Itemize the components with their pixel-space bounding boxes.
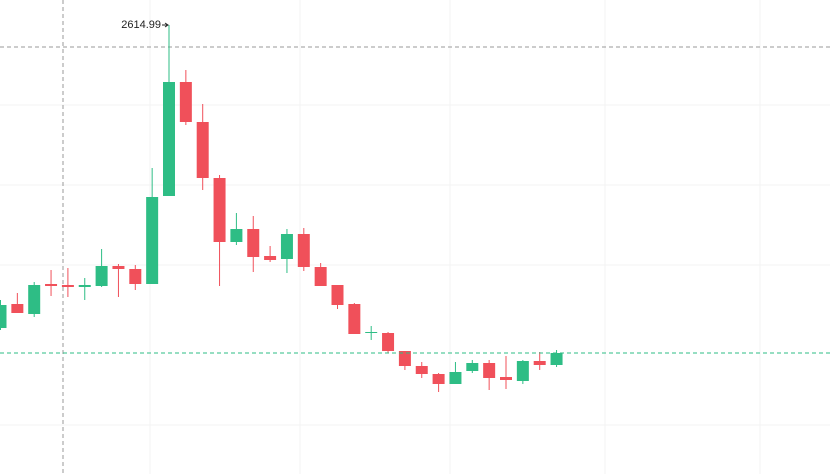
- candle-body: [382, 333, 395, 351]
- candle-body: [348, 304, 361, 334]
- candle-body: [264, 256, 277, 260]
- candles: [0, 25, 563, 392]
- candle-body: [550, 353, 563, 365]
- high-arrow-head: [164, 22, 169, 28]
- candle-body: [449, 372, 462, 384]
- candle-body: [533, 361, 546, 365]
- candle-body: [129, 269, 142, 284]
- candle-body: [297, 234, 310, 267]
- candle-body: [365, 332, 378, 333]
- candle-body: [179, 82, 192, 122]
- candle-body: [61, 285, 74, 287]
- candle-body: [432, 374, 445, 384]
- candle-body: [213, 178, 226, 242]
- candle-body: [331, 285, 344, 305]
- candle-body: [146, 197, 159, 284]
- candle-body: [500, 377, 512, 380]
- candle-body: [112, 266, 125, 269]
- candle-body: [45, 284, 58, 286]
- candle-body: [11, 304, 24, 313]
- candle-body: [196, 122, 209, 178]
- candle-body: [28, 285, 41, 314]
- candle-body: [0, 305, 7, 328]
- candle-body: [230, 229, 243, 242]
- candle-body: [163, 82, 175, 196]
- candle-body: [398, 351, 411, 366]
- candle-body: [314, 267, 327, 286]
- candle-body: [483, 363, 496, 378]
- candle-body: [78, 285, 91, 287]
- candle-body: [466, 363, 479, 371]
- candle-body: [95, 266, 108, 286]
- candle-body: [247, 229, 260, 257]
- candle-body: [280, 234, 293, 259]
- candle-body: [415, 366, 428, 374]
- candle-body: [516, 361, 529, 381]
- high-label: 2614.99: [121, 19, 161, 31]
